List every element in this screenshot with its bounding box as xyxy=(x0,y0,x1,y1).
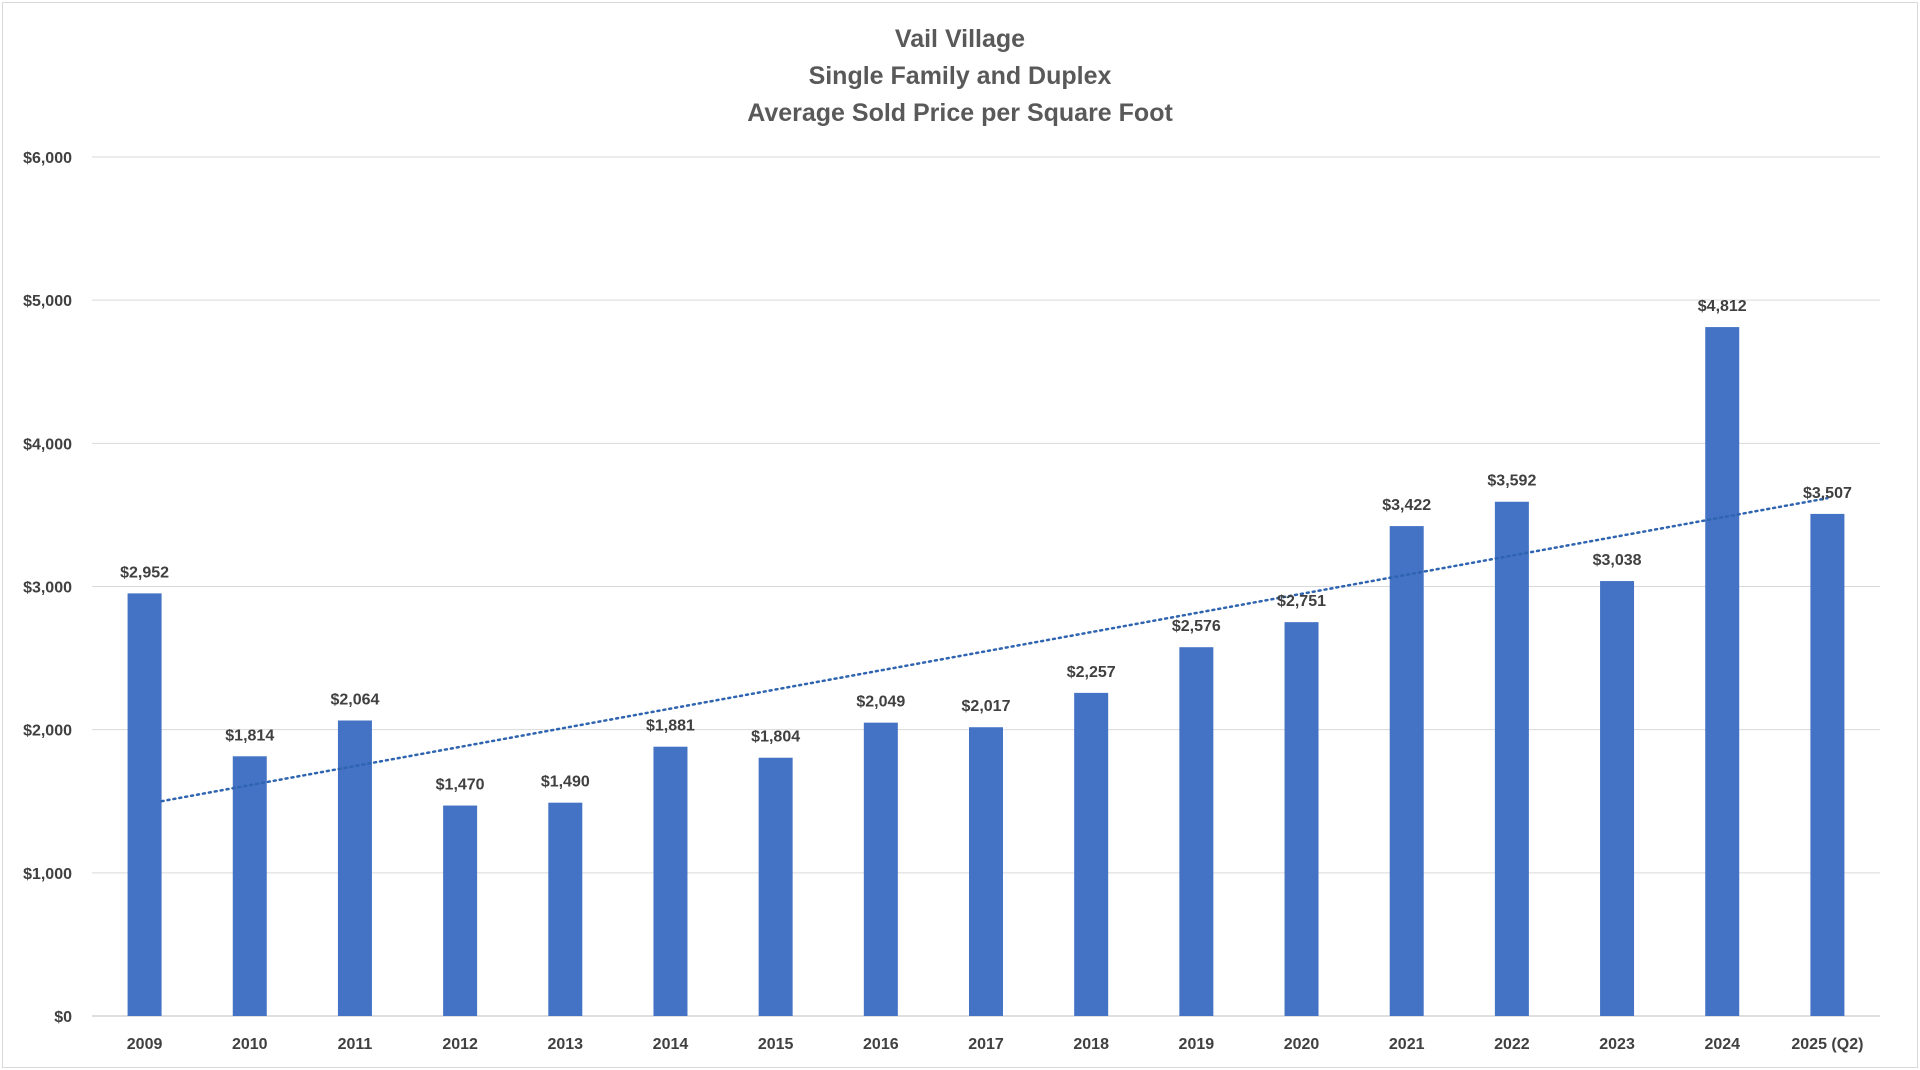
data-label: $3,038 xyxy=(1593,552,1642,569)
x-tick-label: 2014 xyxy=(653,1036,689,1053)
data-label: $2,952 xyxy=(120,564,169,581)
x-tick-label: 2022 xyxy=(1494,1036,1530,1053)
bars xyxy=(127,327,1845,1016)
y-axis: $0 $1,000 $2,000 $3,000 $4,000 $5,000 $6,000 xyxy=(23,150,72,1026)
x-tick-label: 2010 xyxy=(232,1036,268,1053)
gridlines xyxy=(92,156,1880,1017)
bar xyxy=(1284,622,1319,1016)
y-tick-label: $6,000 xyxy=(23,150,72,167)
x-tick-label: 2017 xyxy=(968,1036,1004,1053)
x-tick-label: 2011 xyxy=(338,1036,373,1053)
trendline xyxy=(160,496,1829,803)
bar xyxy=(1810,513,1845,1016)
bar xyxy=(127,593,162,1016)
data-label: $2,049 xyxy=(856,694,905,711)
x-tick-label: 2025 (Q2) xyxy=(1791,1036,1863,1053)
y-tick-label: $0 xyxy=(54,1009,72,1026)
data-label: $2,017 xyxy=(962,698,1011,715)
x-axis: 2009 2010 2011 2012 2013 2014 2015 2016 2017 2018… xyxy=(127,1036,1864,1053)
x-tick-label: 2016 xyxy=(863,1036,899,1053)
bar xyxy=(443,805,478,1016)
y-tick-label: $3,000 xyxy=(23,580,72,597)
x-tick-label: 2023 xyxy=(1599,1036,1635,1053)
y-tick-label: $5,000 xyxy=(23,293,72,310)
y-tick-label: $2,000 xyxy=(23,723,72,740)
bar xyxy=(653,746,688,1016)
chart-title-line-3: Average Sold Price per Square Foot xyxy=(747,99,1173,127)
data-label: $1,804 xyxy=(751,729,800,746)
x-tick-label: 2019 xyxy=(1179,1036,1215,1053)
bar xyxy=(758,757,793,1016)
bar xyxy=(232,756,267,1016)
trendline-layer xyxy=(160,496,1829,803)
bar xyxy=(1600,581,1635,1016)
bar xyxy=(863,722,898,1016)
data-label: $1,881 xyxy=(646,718,695,735)
data-label: $2,257 xyxy=(1067,664,1116,681)
x-tick-label: 2020 xyxy=(1284,1036,1320,1053)
bar xyxy=(337,720,372,1016)
data-label: $1,490 xyxy=(541,774,590,791)
x-tick-label: 2013 xyxy=(547,1036,583,1053)
x-tick-label: 2012 xyxy=(442,1036,478,1053)
data-label: $3,507 xyxy=(1803,485,1852,502)
data-label: $3,422 xyxy=(1382,497,1431,514)
data-labels: $2,952 $1,814 $2,064 $1,470 $1,490 $1,881 $1,8… xyxy=(120,298,1852,793)
x-tick-label: 2021 xyxy=(1389,1036,1425,1053)
data-label: $3,592 xyxy=(1487,473,1536,490)
x-tick-label: 2024 xyxy=(1704,1036,1740,1053)
data-label: $1,814 xyxy=(225,727,274,744)
x-tick-label: 2018 xyxy=(1073,1036,1109,1053)
x-tick-label: 2015 xyxy=(758,1036,794,1053)
data-label: $4,812 xyxy=(1698,298,1747,315)
data-label: $2,751 xyxy=(1277,593,1326,610)
chart-title: Vail Village Single Family and Duplex Av… xyxy=(747,25,1173,127)
chart-title-line-1: Vail Village xyxy=(895,25,1025,53)
bar xyxy=(548,802,583,1016)
bar xyxy=(1389,526,1424,1016)
data-label: $2,576 xyxy=(1172,618,1221,635)
bar xyxy=(1494,501,1529,1016)
bar xyxy=(1074,692,1109,1016)
chart-title-line-2: Single Family and Duplex xyxy=(809,62,1112,90)
y-tick-label: $1,000 xyxy=(23,866,72,883)
y-tick-label: $4,000 xyxy=(23,436,72,453)
bar xyxy=(1705,327,1740,1016)
bar xyxy=(1179,647,1214,1016)
bar xyxy=(969,727,1003,1016)
x-tick-label: 2009 xyxy=(127,1036,163,1053)
data-label: $1,470 xyxy=(436,777,485,794)
data-label: $2,064 xyxy=(330,692,379,709)
